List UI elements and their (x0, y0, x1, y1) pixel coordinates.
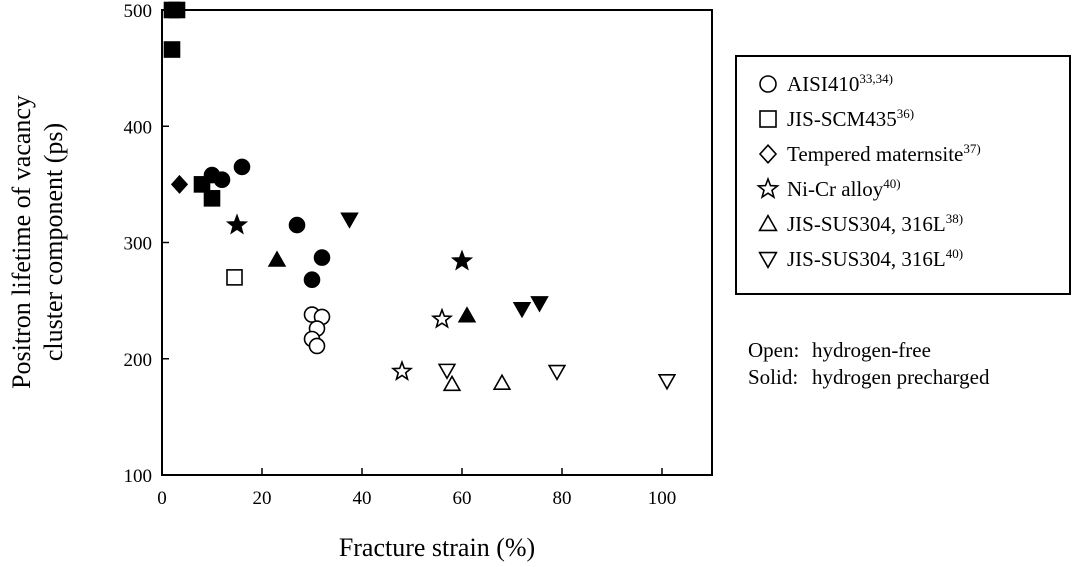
y-tick-label: 300 (124, 234, 153, 255)
plot-frame (161, 9, 713, 476)
legend-reference: 33,34) (859, 71, 893, 86)
data-point-open (547, 364, 567, 382)
data-point-solid (193, 176, 211, 193)
legend-label: Ni-Cr alloy40) (787, 176, 901, 201)
y-tick-label: 400 (124, 117, 153, 138)
legend-marker (756, 176, 780, 199)
legend-reference: 36) (897, 106, 914, 121)
note-description: hydrogen-free (812, 338, 931, 362)
note-label: Open: (748, 338, 799, 362)
data-point-open (226, 269, 243, 286)
y-tick-label: 500 (124, 1, 153, 22)
legend-reference: 37) (963, 141, 980, 156)
data-point-solid (267, 250, 287, 267)
data-point-solid (512, 301, 532, 319)
data-point-open (437, 363, 457, 380)
data-point-solid (303, 271, 321, 289)
legend-marker (758, 251, 778, 270)
y-tick-label: 200 (124, 350, 153, 371)
note-label: Solid: (748, 365, 798, 389)
legend-label: JIS-SUS304, 316L38) (787, 211, 963, 236)
legend-reference: 38) (946, 211, 963, 226)
x-axis-title: Fracture strain (%) (339, 533, 535, 562)
data-point-solid (313, 249, 331, 266)
legend-label: JIS-SUS304, 316L40) (787, 246, 963, 271)
data-point-open (390, 359, 414, 381)
hydrogen-notes: Open: hydrogen-free Solid: hydrogen prechar… (748, 338, 990, 389)
legend-reference: 40) (946, 246, 963, 261)
legend-box (735, 55, 1071, 295)
data-point-solid (213, 171, 231, 189)
y-axis-title-line2: cluster component (ps) (39, 123, 68, 361)
data-point-solid (203, 190, 221, 207)
data-point-solid (450, 249, 474, 271)
data-point-solid (530, 296, 549, 313)
legend-marker (759, 110, 777, 128)
data-point-solid (233, 158, 251, 176)
data-point-solid (457, 306, 477, 323)
data-point-solid (340, 212, 359, 229)
x-axis-ticks: 0 20 40 60 80 100 (157, 468, 676, 509)
data-point-solid (288, 216, 306, 234)
x-tick-label: 20 (253, 488, 272, 509)
data-point-solid (168, 1, 186, 19)
data-point-open (657, 374, 677, 391)
data-points (163, 1, 677, 392)
data-point-open (430, 307, 454, 329)
y-axis-title-line1: Positron lifetime of vacancy (7, 95, 36, 389)
x-tick-label: 80 (553, 488, 572, 509)
x-tick-label: 40 (353, 488, 372, 509)
y-axis-ticks: 100 200 300 400 500 (124, 1, 169, 487)
legend-label: JIS-SCM43536) (787, 106, 914, 131)
data-point-open (308, 337, 326, 355)
x-tick-label: 100 (648, 488, 677, 509)
legend-marker (758, 213, 778, 232)
y-tick-label: 100 (124, 466, 153, 487)
data-point-open (442, 374, 462, 392)
data-point-solid (225, 213, 249, 235)
legend-label: Tempered maternsite37) (787, 141, 981, 166)
legend-reference: 40) (883, 176, 900, 191)
legend-marker (759, 75, 777, 93)
legend-marker (758, 144, 778, 164)
x-tick-label: 0 (157, 488, 167, 509)
data-point-solid (170, 174, 189, 194)
data-point-solid (163, 41, 181, 58)
note-description: hydrogen precharged (812, 365, 990, 389)
x-tick-label: 60 (453, 488, 472, 509)
data-point-open (492, 373, 512, 390)
